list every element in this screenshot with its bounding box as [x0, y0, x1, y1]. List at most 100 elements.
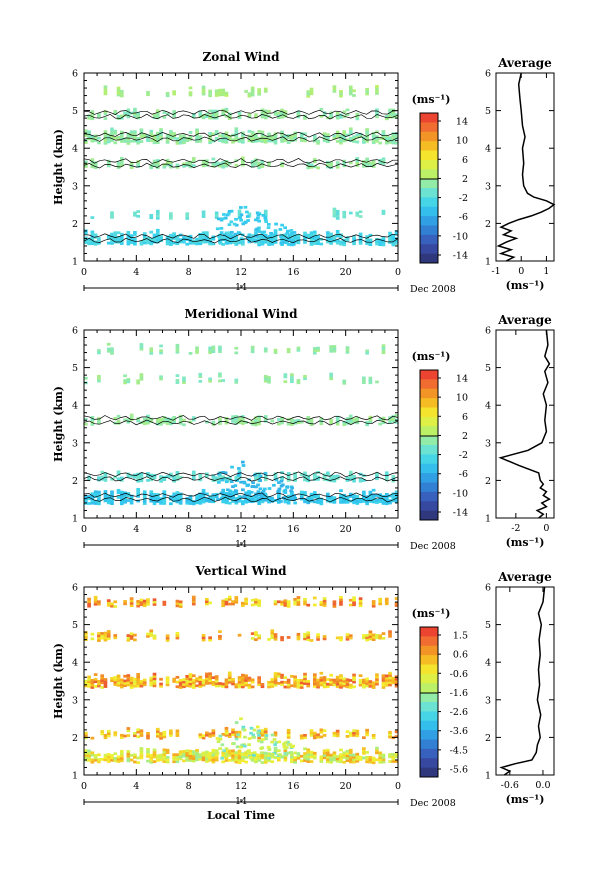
- heatmap-cell: [110, 127, 114, 131]
- heatmap-cell: [240, 460, 245, 464]
- heatmap-cell: [234, 735, 239, 739]
- heatmap-cell: [211, 474, 216, 478]
- heatmap-cell: [319, 417, 324, 421]
- y-tick-label: 6: [72, 583, 78, 594]
- heatmap-cell: [152, 141, 157, 145]
- heatmap-cell: [159, 349, 163, 353]
- heatmap-cell: [211, 733, 216, 737]
- heatmap-cell: [388, 108, 392, 112]
- heatmap-cell: [339, 636, 343, 639]
- heatmap-cell: [241, 422, 245, 425]
- heatmap-cell: [263, 109, 268, 113]
- heatmap-cell: [133, 734, 137, 738]
- contour-line: [83, 113, 399, 120]
- heatmap-cell: [214, 94, 219, 97]
- colorbar-segment: [420, 141, 438, 151]
- heatmap-cell: [133, 213, 137, 217]
- heatmap-cell: [227, 597, 232, 601]
- heatmap-cell: [218, 88, 222, 92]
- heatmap-cell: [149, 473, 154, 477]
- heatmap-cell: [339, 685, 343, 689]
- heatmap-cell: [224, 136, 229, 139]
- heatmap-cell: [263, 419, 268, 423]
- heatmap-cell: [146, 134, 150, 138]
- heatmap-cell: [362, 747, 366, 750]
- heatmap-cell: [267, 376, 271, 379]
- heatmap-cell: [332, 600, 337, 604]
- heatmap-cell: [234, 223, 239, 227]
- heatmap-cell: [263, 478, 268, 482]
- heatmap-cell: [146, 750, 150, 754]
- heatmap-cell: [152, 677, 157, 681]
- heatmap-cell: [211, 139, 216, 143]
- heatmap-cell: [263, 347, 268, 351]
- heatmap-cell: [208, 131, 212, 135]
- heatmap-cell: [159, 344, 163, 348]
- heatmap-cell: [368, 497, 373, 501]
- heatmap-cell: [273, 749, 278, 752]
- heatmap-cell: [175, 475, 180, 479]
- heatmap-cell: [191, 602, 196, 606]
- colorbar-tick-label: -1.6: [450, 688, 468, 699]
- heatmap-cell: [162, 600, 167, 604]
- heatmap-cell: [155, 163, 160, 167]
- heatmap-cell: [208, 756, 212, 760]
- colorbar-tick-label: -14: [453, 251, 468, 262]
- heatmap-cell: [106, 732, 111, 735]
- heatmap-cell: [312, 232, 317, 236]
- heatmap-cell: [375, 751, 379, 755]
- heatmap-cell: [90, 679, 95, 682]
- heatmap-cell: [342, 132, 347, 136]
- heatmap-cell: [388, 681, 392, 684]
- heatmap-cell: [231, 490, 235, 494]
- heatmap-cell: [165, 138, 170, 142]
- heatmap-cell: [93, 502, 98, 505]
- heatmap-cell: [306, 479, 311, 483]
- heatmap-cell: [254, 160, 258, 164]
- heatmap-cell: [254, 233, 258, 237]
- colorbar-tick-label: -4.5: [450, 745, 468, 756]
- x-tick-label: 0: [395, 524, 401, 535]
- heatmap-cell: [247, 233, 252, 237]
- heatmap-cell: [185, 682, 190, 685]
- heatmap-cell: [342, 423, 347, 427]
- heatmap-cell: [175, 634, 180, 638]
- heatmap-cell: [326, 748, 330, 752]
- heatmap-cell: [306, 679, 311, 683]
- heatmap-cell: [293, 421, 297, 425]
- heatmap-cell: [172, 680, 176, 683]
- heatmap-cell: [267, 114, 271, 118]
- heatmap-cell: [365, 237, 369, 241]
- heatmap-cell: [355, 157, 360, 160]
- heatmap-cell: [136, 490, 140, 494]
- heatmap-cell: [329, 477, 333, 480]
- heatmap-cell: [352, 760, 356, 764]
- heatmap-cell: [263, 375, 268, 378]
- heatmap-cell: [129, 501, 134, 505]
- heatmap-cell: [172, 232, 176, 236]
- heatmap-cell: [312, 596, 317, 600]
- heatmap-cell: [211, 235, 216, 239]
- heatmap-cell: [280, 683, 284, 686]
- heatmap-cell: [201, 493, 206, 497]
- heatmap-cell: [335, 209, 340, 213]
- heatmap-cell: [388, 634, 392, 638]
- heatmap-cell: [90, 415, 95, 419]
- heatmap-cell: [155, 209, 160, 213]
- heatmap-cell: [250, 236, 255, 240]
- heatmap-cell: [175, 675, 180, 679]
- heatmap-cell: [365, 87, 369, 91]
- heatmap-cell: [345, 113, 350, 116]
- heatmap-cell: [355, 117, 360, 121]
- heatmap-cell: [348, 211, 353, 215]
- heatmap-cell: [352, 494, 356, 498]
- heatmap-cell: [136, 139, 140, 143]
- heatmap-cell: [201, 88, 206, 91]
- heatmap-cell: [110, 492, 114, 496]
- heatmap-cell: [175, 142, 180, 145]
- heatmap-cell: [381, 502, 386, 505]
- heatmap-cell: [182, 162, 186, 166]
- heatmap-cell: [235, 479, 239, 482]
- heatmap-cell: [152, 682, 157, 685]
- heatmap-cell: [191, 752, 196, 756]
